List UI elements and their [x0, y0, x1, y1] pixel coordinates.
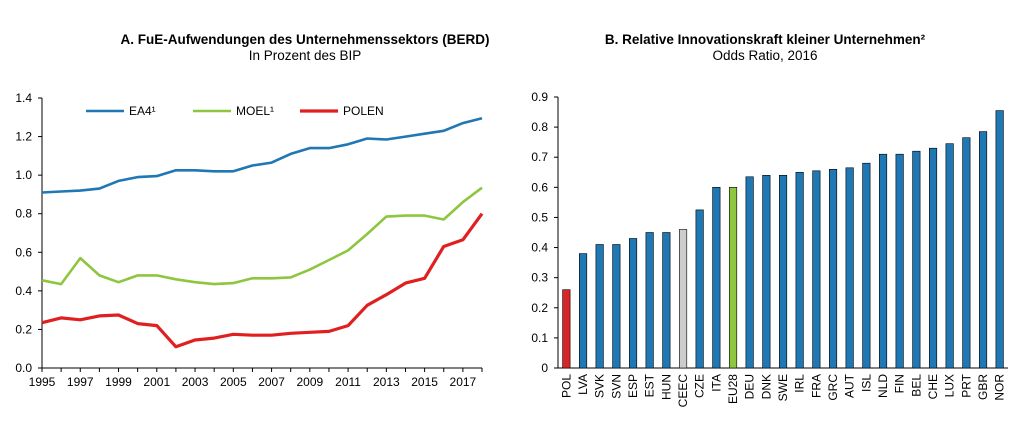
chart-b-bar [928, 147, 938, 369]
chart-a-x-tick-label: 1995 [29, 375, 56, 389]
chart-a-x-tick-label: 2009 [296, 375, 323, 389]
chart-b-category-label: EST [643, 373, 657, 397]
chart-a-y-tick-label: 1.2 [15, 130, 32, 144]
chart-a-y-tick-label: 0.0 [15, 361, 32, 375]
chart-a-x-tick-label: 2011 [335, 375, 361, 389]
chart-b-bar [745, 176, 754, 369]
chart-a-legend-label: MOEL¹ [236, 104, 274, 118]
chart-b-bar [628, 238, 638, 369]
chart-b-bar [678, 229, 688, 369]
chart-b-bar [562, 289, 571, 369]
chart-a-x-tick-label: 2005 [220, 375, 247, 389]
chart-b-category-label: FRA [809, 374, 823, 398]
chart-a-series-line [41, 212, 484, 349]
chart-b-subtitle: Odds Ratio, 2016 [712, 48, 818, 63]
chart-b-y-tick-label: 0.8 [531, 120, 548, 134]
chart-b-bar [845, 167, 854, 369]
chart-b-bar [612, 244, 621, 369]
chart-a-legend-label: POLEN [343, 104, 384, 118]
chart-a-x-tick-label: 1999 [105, 375, 132, 389]
chart-b-bar [978, 131, 988, 369]
chart-b-y-tick-label: 0.1 [531, 331, 548, 345]
chart-b-category-label: GBR [976, 374, 990, 400]
chart-b-category-label: EU28 [726, 374, 740, 404]
chart-b-bar [895, 153, 904, 369]
chart-b-y-tick-label: 0.9 [531, 90, 548, 104]
chart-a-x-tick-label: 2017 [450, 375, 477, 389]
chart-a-title: A. FuE-Aufwendungen des Unternehmenssekt… [120, 32, 490, 47]
chart-a-x-tick-label: 2001 [143, 375, 170, 389]
chart-b-bar [662, 232, 671, 369]
chart-b-category-label: BEL [909, 374, 923, 397]
chart-b-y-tick-label: 0.2 [531, 301, 548, 315]
chart-b-category-label: LUX [943, 374, 957, 397]
chart-b-category-label: NLD [876, 374, 890, 398]
chart-a-series-line [41, 117, 483, 194]
chart-b-bar [862, 162, 871, 369]
chart-b-category-label: DEU [743, 374, 757, 399]
chart-b-bar [595, 244, 604, 369]
chart-a-legend-label: EA4¹ [129, 104, 156, 118]
chart-b-category-label: POL [559, 374, 573, 398]
chart-b-category-label: SWE [776, 374, 790, 401]
chart-a-x-tick-label: 2007 [258, 375, 285, 389]
chart-b-category-label: CHE [926, 374, 940, 399]
chart-b-bar [962, 137, 971, 369]
chart-a-series-line [41, 186, 483, 286]
chart-b-category-label: ESP [626, 374, 640, 398]
chart-b-bar [712, 187, 721, 369]
chart-b-y-tick-label: 0.4 [531, 241, 548, 255]
chart-a-y-tick-label: 0.2 [15, 322, 32, 336]
chart-b-bar [812, 170, 821, 369]
chart-a-y-tick-label: 0.4 [15, 284, 32, 298]
chart-b-category-label: ISL [859, 374, 873, 392]
chart-b-bar [912, 150, 921, 369]
chart-a-x-tick-label: 2015 [411, 375, 438, 389]
chart-b-bar [878, 153, 888, 369]
chart-b-title: B. Relative Innovationskraft kleiner Unt… [604, 32, 926, 47]
chart-b-y-tick-label: 0.7 [531, 150, 548, 164]
chart-a-subtitle: In Prozent des BIP [248, 48, 362, 63]
chart-b-y-tick-label: 0.5 [531, 210, 548, 224]
chart-b-category-label: NOR [993, 374, 1007, 401]
chart-b-bar [945, 143, 954, 369]
chart-b-category-label: LVA [576, 374, 590, 395]
chart-a-y-tick-label: 0.8 [15, 207, 32, 221]
chart-b-category-label: PRT [959, 373, 973, 397]
chart-b-bar [695, 209, 704, 369]
chart-b-bar [995, 110, 1004, 369]
chart-a-y-tick-label: 1.4 [15, 91, 32, 105]
chart-a-y-tick-label: 0.6 [15, 245, 32, 259]
chart-b-category-label: GRC [826, 374, 840, 401]
chart-b-bar [828, 169, 838, 369]
chart-b-y-tick-label: 0.3 [531, 271, 548, 285]
chart-b-category-label: SVN [609, 374, 623, 399]
chart-b-bar [728, 187, 738, 369]
chart-b-y-tick-label: 0.6 [531, 180, 548, 194]
chart-b-bar [645, 232, 654, 369]
chart-b-category-label: DNK [759, 374, 773, 399]
chart-b-category-label: IRL [793, 374, 807, 393]
chart-b-category-label: CEEC [676, 374, 690, 408]
chart-a-y-tick-label: 1.0 [15, 168, 32, 182]
chart-b-bar [778, 175, 788, 369]
chart-b-y-tick-label: 0 [541, 361, 548, 375]
chart-b-category-label: AUT [843, 373, 857, 398]
chart-b-bar [578, 253, 588, 369]
chart-b-category-label: CZE [693, 374, 707, 398]
chart-b-bar [795, 172, 804, 369]
chart-b-category-label: SVK [593, 374, 607, 398]
chart-b-category-label: HUN [659, 374, 673, 400]
chart-a-x-tick-label: 1997 [67, 375, 94, 389]
chart-b-bar [762, 175, 771, 369]
chart-a-x-tick-label: 2013 [373, 375, 400, 389]
chart-a-x-tick-label: 2003 [182, 375, 209, 389]
chart-b-category-label: ITA [709, 374, 723, 392]
chart-b-category-label: FIN [893, 374, 907, 393]
